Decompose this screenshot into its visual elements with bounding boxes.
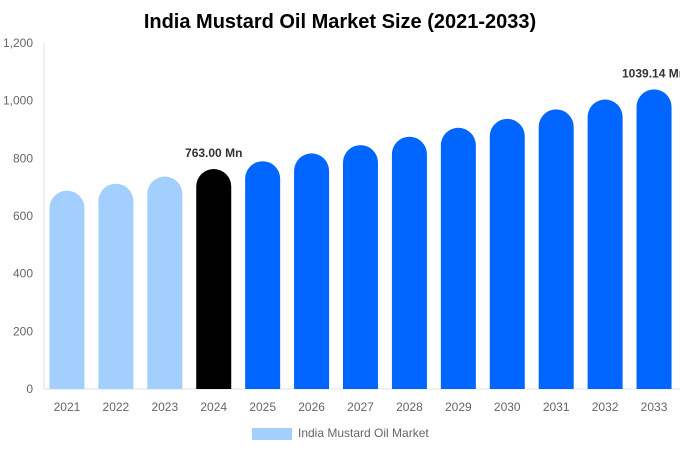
- bar-2032[interactable]: [587, 99, 623, 389]
- x-tick-label: 2024: [200, 400, 227, 414]
- x-tick-label: 2022: [103, 400, 130, 414]
- y-tick-label: 0: [26, 382, 33, 396]
- x-tick-label: 2021: [54, 400, 81, 414]
- x-tick-label: 2032: [592, 400, 619, 414]
- x-tick-label: 2029: [445, 400, 472, 414]
- x-tick-label: 2028: [396, 400, 423, 414]
- bar-2022[interactable]: [98, 183, 134, 389]
- y-tick-label: 1,000: [3, 94, 33, 108]
- bar-2026[interactable]: [294, 153, 330, 389]
- bar-2027[interactable]: [343, 145, 378, 389]
- bar-2028[interactable]: [391, 136, 427, 389]
- x-tick-label: 2030: [494, 400, 521, 414]
- legend[interactable]: India Mustard Oil Market: [252, 426, 429, 440]
- bar-2030[interactable]: [489, 118, 525, 389]
- bar-2033[interactable]: [636, 89, 672, 390]
- y-tick-label: 1,200: [3, 36, 33, 50]
- y-tick-label: 400: [13, 267, 33, 281]
- chart-title: India Mustard Oil Market Size (2021-2033…: [144, 11, 536, 33]
- bar-2023[interactable]: [147, 176, 183, 389]
- bar-2029[interactable]: [440, 127, 476, 390]
- data-label: 763.00 Mn: [185, 146, 242, 160]
- x-tick-label: 2025: [249, 400, 276, 414]
- x-tick-label: 2023: [151, 400, 178, 414]
- x-tick-label: 2031: [543, 400, 570, 414]
- y-tick-label: 800: [13, 151, 33, 165]
- bar-2021[interactable]: [49, 190, 85, 389]
- x-tick-label: 2027: [347, 400, 374, 414]
- bar-2031[interactable]: [538, 109, 574, 390]
- y-tick-label: 600: [13, 209, 33, 223]
- x-tick-label: 2026: [298, 400, 325, 414]
- x-tick-label: 2033: [641, 400, 668, 414]
- y-tick-label: 200: [13, 324, 33, 338]
- data-label: 1039.14 Mn: [622, 66, 680, 80]
- legend-label: India Mustard Oil Market: [298, 426, 429, 440]
- bar-2025[interactable]: [245, 161, 281, 389]
- legend-swatch: [252, 428, 292, 440]
- bar-2024[interactable]: [196, 169, 232, 389]
